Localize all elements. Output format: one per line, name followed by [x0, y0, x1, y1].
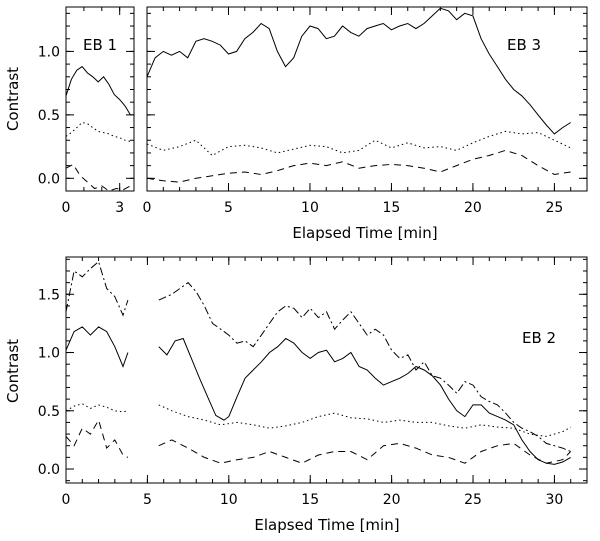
panel-label-eb3: EB 3 [507, 36, 541, 54]
lines-eb1 [65, 65, 131, 192]
lines-eb2 [65, 260, 572, 465]
x-tick-label: 5 [143, 492, 152, 508]
x-axis-label-top: Elapsed Time [min] [292, 224, 437, 242]
x-tick-label: 15 [383, 200, 401, 216]
x-tick-label: 0 [62, 492, 71, 508]
lines-eb3 [146, 7, 571, 183]
y-tick-label: 0.5 [38, 108, 60, 124]
y-tick-label: 0.0 [38, 171, 60, 187]
series-line-dotted [65, 121, 131, 142]
ticks-eb1: 0 3 0.0 0.5 1.0 [38, 7, 134, 216]
x-tick-label: 3 [115, 200, 124, 216]
ticks-eb3: 0 5 10 15 20 25 [143, 7, 588, 216]
x-tick-label: 25 [464, 492, 482, 508]
x-tick-label: 10 [301, 200, 319, 216]
panel-eb2: EB 2 Contrast Elapsed Time [min] 0 5 10 15 2… [4, 256, 588, 534]
panel-eb1: EB 1 Contrast 0 3 0.0 0.5 1.0 [4, 6, 135, 216]
y-tick-label: 0.5 [38, 404, 60, 420]
series-line-dotted [146, 130, 571, 157]
y-axis-label-bottom: Contrast [4, 339, 22, 403]
series-line-dashed [65, 163, 131, 192]
series-line-solid [146, 7, 571, 135]
x-tick-label: 0 [62, 200, 71, 216]
axis-frame-eb3 [146, 6, 588, 192]
y-tick-label: 1.5 [38, 287, 60, 303]
series-line-dashdot [65, 260, 571, 452]
panel-label-eb1: EB 1 [83, 36, 117, 54]
x-tick-label: 15 [301, 492, 319, 508]
panel-eb3: EB 3 Elapsed Time [min] 0 5 10 15 20 25 [143, 6, 588, 242]
y-tick-label: 0.0 [38, 462, 60, 478]
x-tick-label: 10 [220, 492, 238, 508]
axis-frame-eb1 [65, 6, 135, 192]
x-tick-label: 25 [545, 200, 563, 216]
x-tick-label: 30 [546, 492, 564, 508]
x-axis-label-bottom: Elapsed Time [min] [254, 516, 399, 534]
y-axis-label-top: Contrast [4, 67, 22, 131]
ticks-eb2: 0 5 10 15 20 25 30 0.0 0.5 1.0 1.5 [38, 257, 588, 508]
x-tick-label: 0 [143, 200, 152, 216]
series-line-solid [65, 65, 131, 116]
axis-frame-eb2 [65, 256, 588, 484]
y-tick-label: 1.0 [38, 44, 60, 60]
y-tick-label: 1.0 [38, 346, 60, 362]
series-line-dashed [146, 149, 571, 183]
series-line-solid [65, 326, 571, 465]
x-tick-label: 20 [464, 200, 482, 216]
x-tick-label: 5 [224, 200, 233, 216]
series-line-dashed [65, 418, 572, 464]
x-tick-label: 20 [383, 492, 401, 508]
panel-label-eb2: EB 2 [522, 329, 556, 347]
series-line-dotted [65, 403, 571, 437]
